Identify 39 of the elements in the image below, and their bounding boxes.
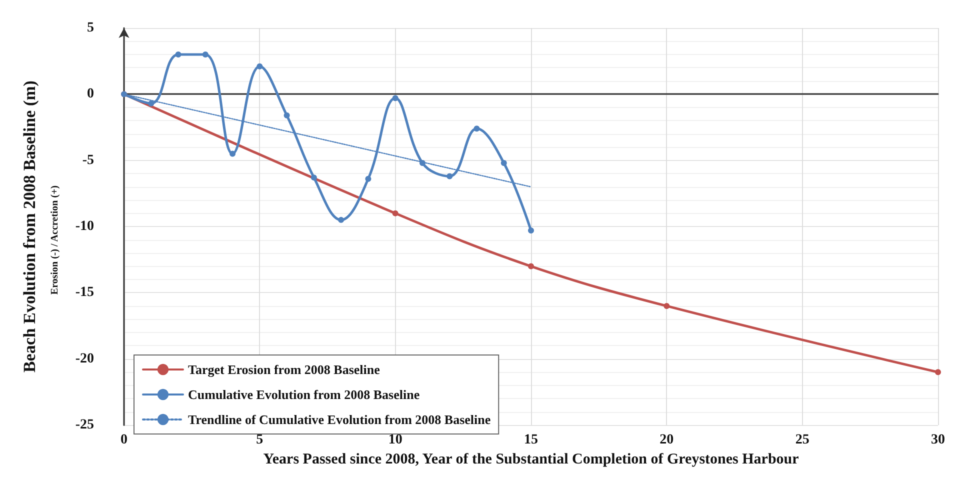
point <box>202 51 208 58</box>
point <box>528 263 534 270</box>
y-tick-label: -20 <box>75 351 94 366</box>
point <box>284 112 290 118</box>
x-axis-title: Years Passed since 2008, Year of the Substantial Completion of Greystones Harbour <box>263 452 800 468</box>
point <box>474 126 480 132</box>
point <box>446 173 453 180</box>
legend-label: Cumulative Evolution from 2008 Baseline <box>188 387 420 402</box>
point <box>528 228 534 234</box>
point <box>392 210 398 216</box>
y-tick-label: 5 <box>87 20 94 36</box>
legend-label: Trendline of Cumulative Evolution from 2008 Baseline <box>188 412 491 427</box>
x-tick-label: 20 <box>660 432 674 448</box>
point <box>392 95 398 102</box>
point <box>310 174 317 181</box>
y-tick-label: 0 <box>87 86 94 102</box>
y-tick-label: -25 <box>75 418 94 433</box>
y-tick-label: -5 <box>82 152 94 168</box>
legend-label: Target Erosion from 2008 Baseline <box>188 362 380 377</box>
point <box>148 100 154 106</box>
point <box>175 51 182 58</box>
x-tick-label: 0 <box>120 432 128 448</box>
point <box>365 176 372 182</box>
point <box>664 302 670 309</box>
y-tick-label: -10 <box>75 219 94 234</box>
point <box>935 369 941 376</box>
point <box>338 216 344 223</box>
point <box>256 63 263 70</box>
point <box>230 150 236 157</box>
text: Erosion (-) / Accretion (+) <box>50 185 60 295</box>
x-tick-label: 25 <box>795 432 810 448</box>
x-tick-label: 30 <box>931 432 945 448</box>
y-tick-label: -15 <box>75 285 94 300</box>
x-tick-label: 15 <box>524 432 538 448</box>
point <box>419 160 426 166</box>
x-tick-label: 10 <box>388 432 402 448</box>
point <box>500 160 507 166</box>
y-axis-title: Beach Evolution from 2008 Baseline (m) <box>20 80 39 373</box>
x-tick-label: 5 <box>256 432 264 448</box>
